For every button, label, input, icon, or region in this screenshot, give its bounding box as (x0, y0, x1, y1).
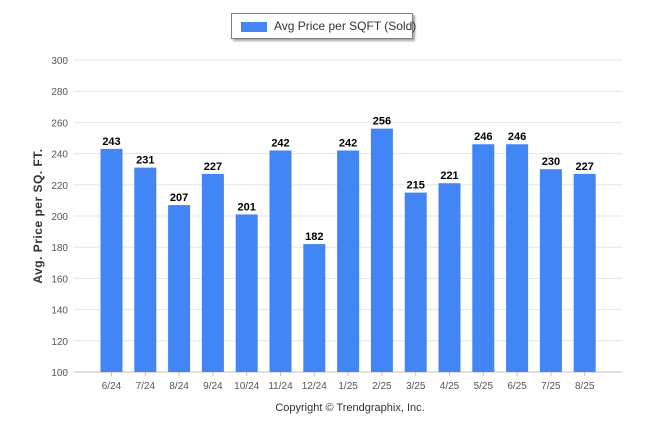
bar (404, 192, 427, 372)
x-tick-label: 9/24 (203, 381, 223, 392)
bar (134, 167, 157, 372)
y-tick-label: 140 (51, 306, 68, 317)
bar-data-label: 227 (576, 161, 594, 173)
x-tick-label: 10/24 (234, 381, 259, 392)
bar-data-label: 227 (204, 161, 222, 173)
bar (337, 150, 360, 372)
legend-swatch (241, 22, 267, 32)
x-tick-label: 1/25 (338, 381, 358, 392)
y-tick-label: 100 (51, 368, 68, 379)
y-tick-label: 220 (51, 181, 68, 192)
x-tick-label: 8/24 (169, 381, 189, 392)
x-tick-label: 7/25 (541, 381, 561, 392)
x-tick-label: 5/25 (474, 381, 494, 392)
bar (201, 173, 224, 372)
copyright-footer: Copyright © Trendgraphix, Inc. (275, 402, 425, 414)
bar (168, 205, 191, 372)
y-tick-label: 180 (51, 243, 68, 254)
x-tick-label: 6/25 (507, 381, 527, 392)
bar-data-label: 242 (271, 137, 289, 149)
bar (303, 244, 326, 372)
y-tick-label: 240 (51, 150, 68, 161)
y-tick-label: 260 (51, 118, 68, 129)
bar (370, 128, 393, 372)
x-tick-label: 8/25 (575, 381, 595, 392)
bar-data-label: 256 (373, 116, 391, 128)
bar (539, 169, 562, 372)
bar-data-label: 221 (440, 170, 458, 182)
bar (438, 183, 461, 372)
bar (506, 144, 529, 372)
x-tick-label: 4/25 (440, 381, 460, 392)
bar-data-label: 243 (102, 136, 120, 148)
bar-data-label: 231 (136, 155, 154, 167)
y-tick-label: 120 (51, 337, 68, 348)
bar (472, 144, 495, 372)
bar (235, 214, 258, 372)
bar-data-label: 215 (407, 180, 425, 192)
x-tick-label: 12/24 (302, 381, 327, 392)
bar (269, 150, 292, 372)
y-tick-label: 280 (51, 87, 68, 98)
x-tick-label: 11/24 (268, 381, 293, 392)
x-tick-label: 2/25 (372, 381, 392, 392)
y-tick-label: 300 (51, 56, 68, 67)
legend[interactable]: Avg Price per SQFT (Sold) (231, 13, 417, 39)
y-tick-label: 200 (51, 212, 68, 223)
bar-data-label: 182 (305, 231, 323, 243)
bar-data-label: 230 (542, 156, 560, 168)
x-tick-label: 3/25 (406, 381, 426, 392)
bar-data-label: 207 (170, 192, 188, 204)
bar (100, 148, 123, 372)
bar-data-label: 246 (508, 131, 526, 143)
x-tick-label: 7/24 (136, 381, 156, 392)
bar-data-label: 201 (238, 201, 256, 213)
legend-label: Avg Price per SQFT (Sold) (274, 19, 417, 33)
bar (573, 173, 596, 372)
x-tick-label: 6/24 (102, 381, 122, 392)
bar-data-label: 242 (339, 137, 357, 149)
y-tick-label: 160 (51, 274, 68, 285)
bar-data-label: 246 (474, 131, 492, 143)
